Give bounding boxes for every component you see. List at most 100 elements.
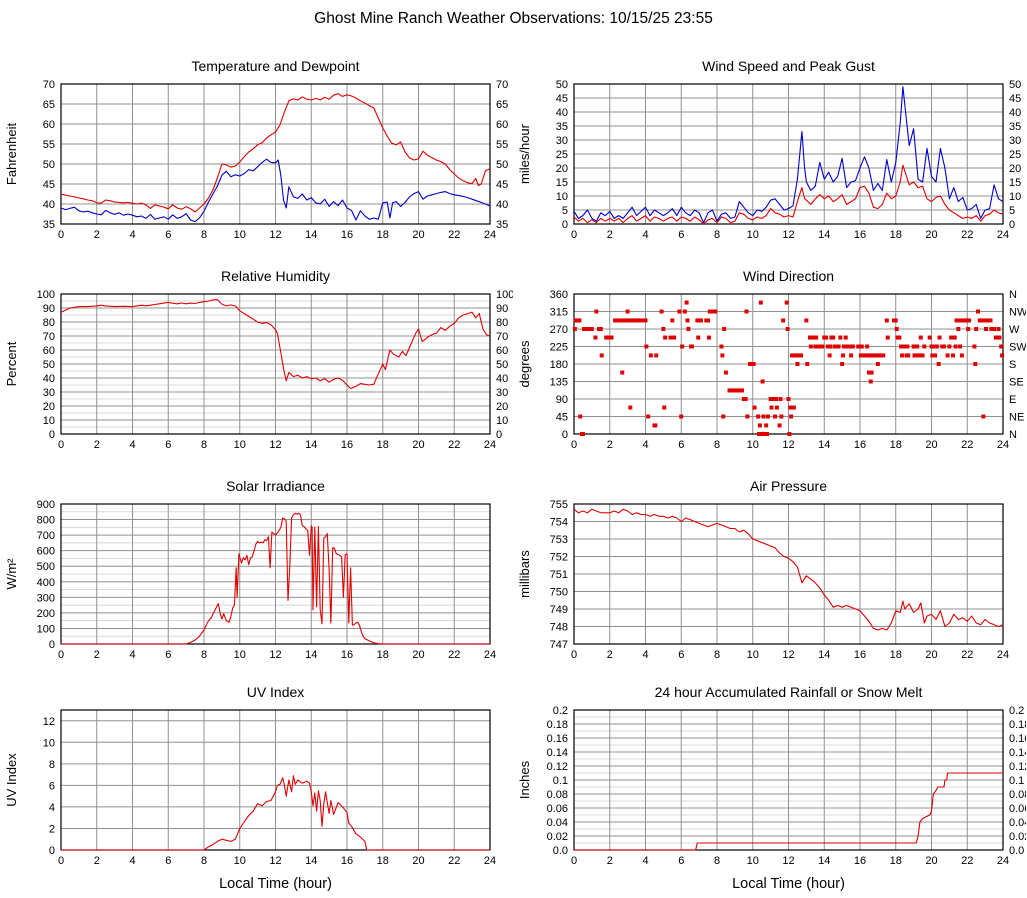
wind-direction-point <box>897 335 902 340</box>
wind-direction-point <box>756 414 761 419</box>
wind-direction-point <box>902 344 907 349</box>
x-tick-label: 22 <box>961 649 973 661</box>
wind-direction-point <box>805 362 810 366</box>
chart-title: Wind Speed and Peak Gust <box>702 58 875 74</box>
x-tick-label: 4 <box>129 229 135 241</box>
y-tick-label-right: SE <box>1009 377 1024 389</box>
chart-title: UV Index <box>247 684 305 700</box>
x-tick-label: 2 <box>607 439 613 451</box>
y-tick-label-right: 50 <box>1009 79 1021 91</box>
y-tick-label: 0 <box>562 429 568 441</box>
wind-direction-point <box>831 335 836 340</box>
y-tick-label: 4 <box>49 802 55 814</box>
wind-direction-point <box>997 335 1002 340</box>
y-tick-label-right: 100 <box>496 289 513 301</box>
x-tick-label: 0 <box>58 439 64 451</box>
wind-direction-point <box>744 309 749 314</box>
x-tick-label: 22 <box>448 229 460 241</box>
y-tick-label-right: 50 <box>496 359 508 371</box>
wind-direction-point <box>689 344 694 349</box>
series-accumulated-rainfall <box>574 772 1003 851</box>
wind-direction-point <box>960 318 965 323</box>
x-axis-label: Local Time (hour) <box>732 876 845 892</box>
wind-direction-point <box>740 388 745 393</box>
y-tick-label: 0.02 <box>547 831 568 843</box>
wind-direction-point <box>867 353 872 358</box>
x-tick-label: 22 <box>448 649 460 661</box>
wind-direction-point <box>814 335 819 340</box>
y-tick-label-right: 60 <box>496 119 508 131</box>
wind-direction-point <box>947 344 952 349</box>
wind-direction-point <box>858 353 863 358</box>
x-tick-label: 18 <box>890 439 902 451</box>
charts-grid: Temperature and Dewpoint 35 35 40 40 45 45 50 50… <box>0 40 1027 898</box>
x-tick-label: 4 <box>642 649 648 661</box>
y-tick-label: 50 <box>43 159 55 171</box>
wind-direction-point <box>894 327 899 331</box>
x-tick-label: 24 <box>997 229 1009 241</box>
x-tick-label: 16 <box>854 439 866 451</box>
x-tick-label: 24 <box>484 855 496 867</box>
y-tick-label: 360 <box>550 289 568 301</box>
page-title: Ghost Mine Ranch Weather Observations: 1… <box>314 10 713 27</box>
wind-direction-point <box>958 344 963 349</box>
wind-direction-point <box>984 318 989 323</box>
wind-direction-point <box>811 335 816 340</box>
wind-direction-point <box>720 353 725 358</box>
wind-direction-point <box>786 397 791 401</box>
wind-direction-point <box>813 344 818 349</box>
y-tick-label: 40 <box>43 373 55 385</box>
x-tick-label: 20 <box>925 649 937 661</box>
x-tick-label: 0 <box>571 649 577 661</box>
x-tick-label: 16 <box>341 229 353 241</box>
wind-direction-point <box>1000 353 1005 358</box>
wind-direction-point <box>785 327 790 331</box>
x-tick-label: 2 <box>94 649 100 661</box>
wind-direction-point <box>949 335 954 340</box>
wind-direction-point <box>677 309 682 314</box>
y-tick-label-right: 90 <box>496 303 508 315</box>
x-tick-label: 16 <box>854 229 866 241</box>
wind-direction-point <box>589 327 594 331</box>
wind-direction-point <box>916 353 921 358</box>
x-tick-label: 4 <box>129 439 135 451</box>
y-tick-label-right: 40 <box>496 199 508 211</box>
y-tick-label-right: 35 <box>1009 121 1021 133</box>
x-tick-label: 4 <box>642 439 648 451</box>
x-tick-label: 0 <box>58 649 64 661</box>
y-tick-label: 500 <box>37 561 55 573</box>
x-tick-label: 8 <box>714 855 720 867</box>
y-tick-label: 752 <box>550 552 568 564</box>
x-tick-label: 20 <box>412 229 424 241</box>
wind-direction-point <box>777 423 782 428</box>
chart-title: Air Pressure <box>750 478 827 494</box>
x-tick-label: 18 <box>377 649 389 661</box>
y-tick-label: 100 <box>37 289 55 301</box>
x-tick-label: 2 <box>607 229 613 241</box>
y-tick-label: 0.18 <box>547 719 568 731</box>
x-tick-label: 20 <box>412 855 424 867</box>
wind-direction-point <box>757 423 762 428</box>
x-tick-label: 10 <box>234 439 246 451</box>
wind-direction-point <box>696 335 701 340</box>
series-wind-direction <box>572 300 1005 436</box>
x-tick-label: 12 <box>269 229 281 241</box>
x-tick-label: 16 <box>341 439 353 451</box>
wind-direction-point <box>827 353 832 358</box>
y-tick-label: 15 <box>556 177 568 189</box>
wind-direction-point <box>942 344 947 349</box>
y-tick-label: 30 <box>556 135 568 147</box>
wind-direction-point <box>593 335 598 340</box>
wind-direction-point <box>599 353 604 358</box>
y-tick-label: 700 <box>37 530 55 542</box>
wind-direction-point <box>684 300 689 305</box>
x-tick-label: 16 <box>854 649 866 661</box>
y-tick-label: 50 <box>556 79 568 91</box>
y-tick-label: 100 <box>37 623 55 635</box>
x-tick-label: 0 <box>571 855 577 867</box>
y-axis-label: W/m² <box>4 558 19 590</box>
